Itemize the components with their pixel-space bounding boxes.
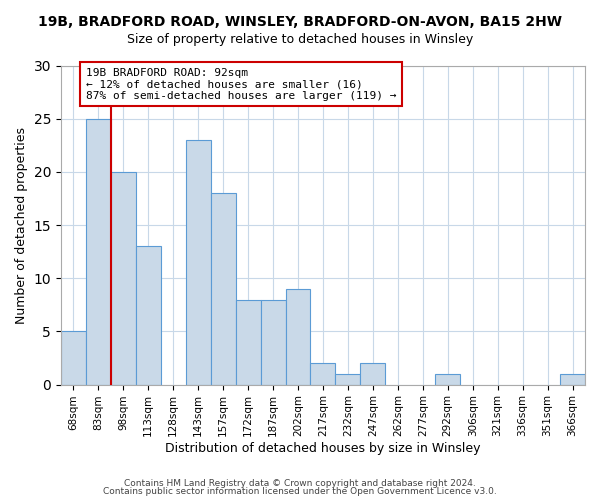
Y-axis label: Number of detached properties: Number of detached properties bbox=[15, 126, 28, 324]
Bar bbox=[560, 374, 585, 384]
Bar bbox=[236, 300, 260, 384]
Bar bbox=[211, 193, 236, 384]
Bar bbox=[185, 140, 211, 384]
Text: Contains HM Land Registry data © Crown copyright and database right 2024.: Contains HM Land Registry data © Crown c… bbox=[124, 478, 476, 488]
Bar bbox=[361, 364, 385, 384]
X-axis label: Distribution of detached houses by size in Winsley: Distribution of detached houses by size … bbox=[165, 442, 481, 455]
Bar bbox=[260, 300, 286, 384]
Bar bbox=[310, 364, 335, 384]
Text: Contains public sector information licensed under the Open Government Licence v3: Contains public sector information licen… bbox=[103, 487, 497, 496]
Bar bbox=[86, 118, 111, 384]
Bar bbox=[435, 374, 460, 384]
Text: 19B, BRADFORD ROAD, WINSLEY, BRADFORD-ON-AVON, BA15 2HW: 19B, BRADFORD ROAD, WINSLEY, BRADFORD-ON… bbox=[38, 15, 562, 29]
Text: 19B BRADFORD ROAD: 92sqm
← 12% of detached houses are smaller (16)
87% of semi-d: 19B BRADFORD ROAD: 92sqm ← 12% of detach… bbox=[86, 68, 397, 101]
Bar bbox=[286, 289, 310, 384]
Bar bbox=[335, 374, 361, 384]
Text: Size of property relative to detached houses in Winsley: Size of property relative to detached ho… bbox=[127, 32, 473, 46]
Bar bbox=[136, 246, 161, 384]
Bar bbox=[111, 172, 136, 384]
Bar bbox=[61, 332, 86, 384]
